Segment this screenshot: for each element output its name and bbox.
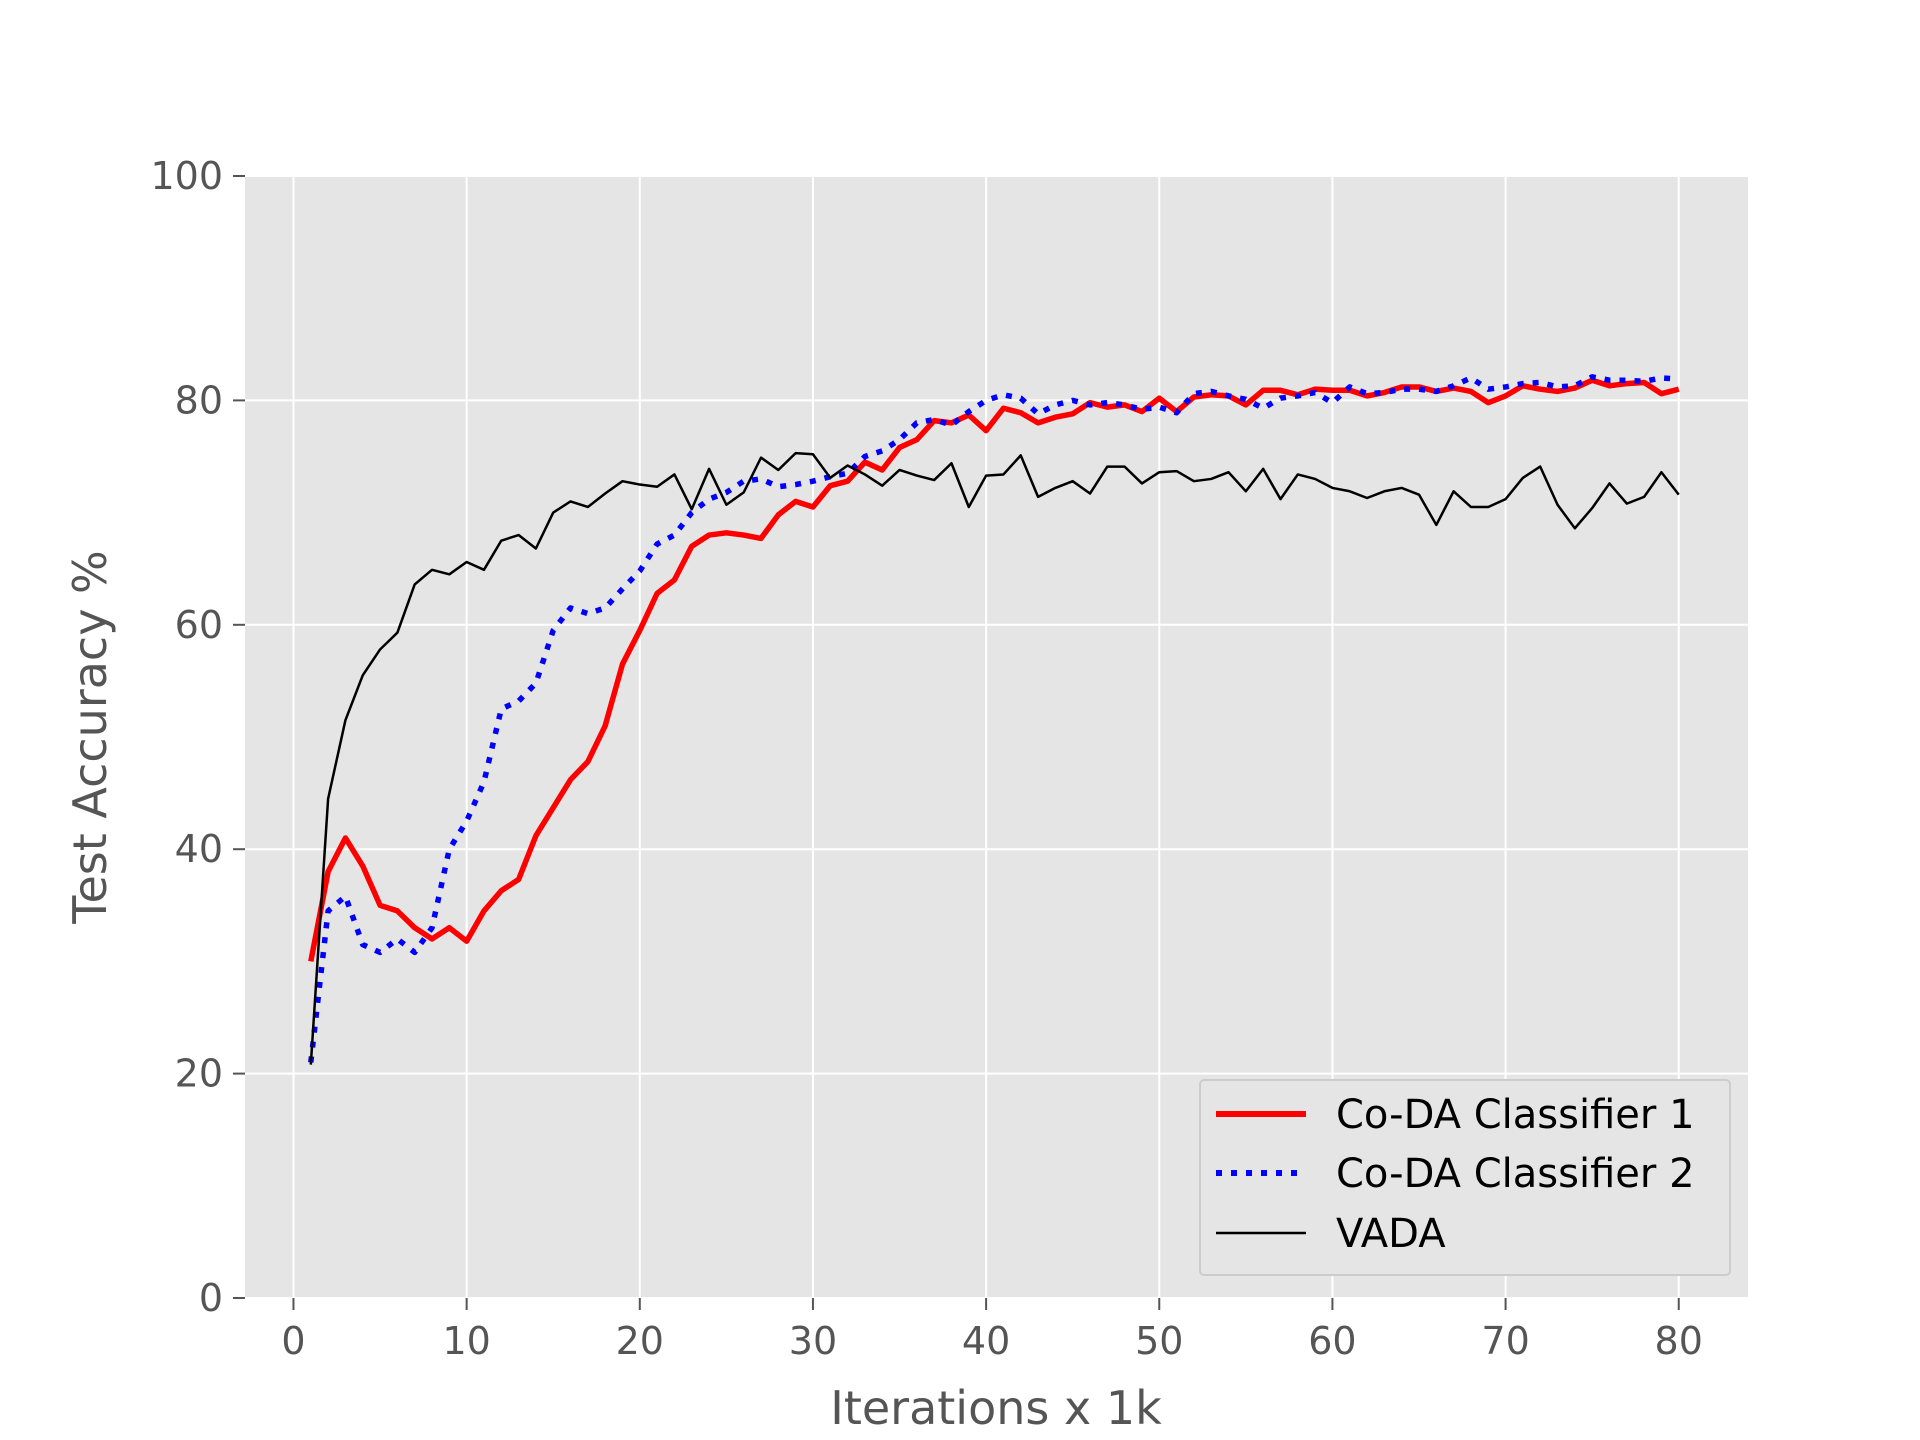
series-lines [308,374,1680,1065]
x-tick-label: 80 [1655,1319,1703,1363]
axis-ticks: 0 10 20 30 40 50 60 70 80 0 20 40 60 80 100 [150,154,1702,1363]
x-tick-label: 30 [789,1319,837,1363]
x-tick-label: 50 [1135,1319,1183,1363]
x-tick-label: 20 [616,1319,664,1363]
series-line-2 [308,374,1679,1063]
x-axis-label: Iterations x 1k [830,1381,1162,1435]
legend-label-series-2: Co-DA Classifier 2 [1336,1151,1695,1197]
legend-box [1199,1079,1731,1276]
x-tick-label: 60 [1308,1319,1356,1363]
y-tick-label: 0 [199,1276,223,1320]
y-tick-label: 20 [175,1052,223,1096]
x-tick-label: 10 [442,1319,490,1363]
y-tick-label: 100 [150,154,223,198]
y-tick-label: 80 [175,378,223,422]
grid-lines [245,175,1748,1299]
series-line-3 [309,451,1680,1065]
y-tick-label: 60 [175,603,223,647]
x-tick-label: 40 [962,1319,1010,1363]
legend-label-series-1: Co-DA Classifier 1 [1336,1092,1695,1138]
legend: Co-DA Classifier 1 Co-DA Classifier 2 VA… [1199,1079,1731,1276]
x-tick-label: 0 [281,1319,305,1363]
y-tick-label: 40 [175,827,223,871]
x-tick-label: 70 [1481,1319,1529,1363]
legend-label-series-3: VADA [1336,1211,1446,1257]
y-axis-label: Test Accuracy % [63,550,117,925]
